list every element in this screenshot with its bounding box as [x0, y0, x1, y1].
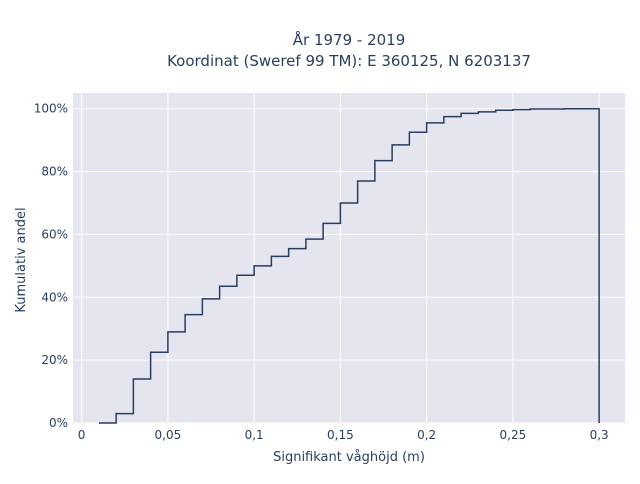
- plot-area: [73, 93, 625, 423]
- x-tick-label: 0,15: [327, 428, 354, 442]
- x-tick-label: 0,05: [155, 428, 182, 442]
- grid-lines: [73, 93, 625, 424]
- x-axis-title: Signifikant våghöjd (m): [273, 450, 425, 465]
- y-tick-label: 100%: [34, 102, 68, 116]
- x-tick-label: 0: [78, 428, 86, 442]
- y-tick-label: 0%: [49, 416, 68, 430]
- y-axis-title: Kumulativ andel: [14, 207, 29, 312]
- chart-title-line-1: År 1979 - 2019: [293, 30, 406, 49]
- cumulative-step-line: [98, 107, 600, 424]
- x-axis-ticks: 0 0,05 0,1 0,15 0,2 0,25 0,3: [78, 428, 609, 442]
- x-tick-label: 0,3: [590, 428, 609, 442]
- y-tick-label: 20%: [41, 353, 68, 367]
- y-axis-ticks: 0% 20% 40% 60% 80% 100%: [34, 102, 68, 430]
- y-tick-label: 40%: [41, 290, 68, 304]
- x-tick-label: 0,2: [417, 428, 436, 442]
- chart-title-line-2: Koordinat (Sweref 99 TM): E 360125, N 62…: [167, 52, 531, 70]
- y-tick-label: 60%: [41, 227, 68, 241]
- x-tick-label: 0,25: [500, 428, 527, 442]
- y-tick-label: 80%: [41, 165, 68, 179]
- x-tick-label: 0,1: [245, 428, 264, 442]
- series-group: [98, 107, 600, 424]
